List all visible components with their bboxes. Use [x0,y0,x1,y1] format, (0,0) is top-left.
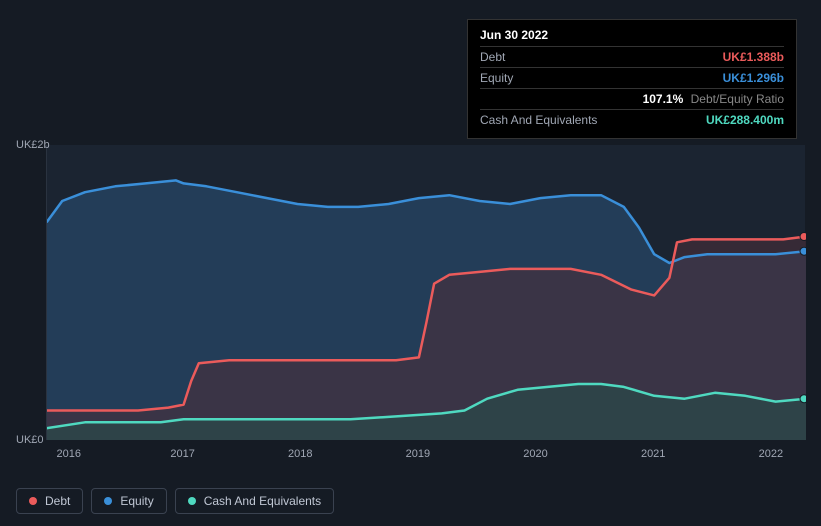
y-axis-label-top: UK£2b [16,139,56,151]
legend-dot-icon [104,497,112,505]
chart-tooltip: Jun 30 2022 Debt UK£1.388b Equity UK£1.2… [467,19,797,139]
legend-dot-icon [29,497,37,505]
tooltip-label: Equity [480,71,513,85]
legend-label: Equity [120,494,153,508]
tooltip-value: 107.1% [643,92,684,106]
chart-svg [47,145,806,440]
tooltip-suffix: Debt/Equity Ratio [691,92,784,106]
legend-label: Debt [45,494,70,508]
x-axis-tick: 2018 [288,448,312,460]
chart-legend: Debt Equity Cash And Equivalents [16,488,334,514]
tooltip-label: Debt [480,50,505,64]
tooltip-row-equity: Equity UK£1.296b [480,67,784,88]
tooltip-value: UK£1.296b [723,71,784,85]
tooltip-value: UK£1.388b [723,50,784,64]
x-axis-tick: 2022 [759,448,783,460]
plot-area[interactable] [46,145,805,440]
legend-item-debt[interactable]: Debt [16,488,83,514]
x-axis-tick: 2020 [523,448,547,460]
x-axis: 2016 2017 2018 2019 2020 2021 2022 [46,440,805,465]
tooltip-row-ratio: 107.1% Debt/Equity Ratio [480,88,784,109]
x-axis-tick: 2017 [170,448,194,460]
x-axis-tick: 2019 [406,448,430,460]
tooltip-date: Jun 30 2022 [480,28,784,42]
legend-item-cash-and-equivalents[interactable]: Cash And Equivalents [175,488,334,514]
legend-item-equity[interactable]: Equity [91,488,166,514]
legend-label: Cash And Equivalents [204,494,321,508]
legend-dot-icon [188,497,196,505]
debt-equity-chart: UK£2b UK£0 2016201720182019202020212022 [16,125,805,465]
tooltip-row-debt: Debt UK£1.388b [480,46,784,67]
x-axis-tick: 2021 [641,448,665,460]
x-axis-tick: 2016 [57,448,81,460]
